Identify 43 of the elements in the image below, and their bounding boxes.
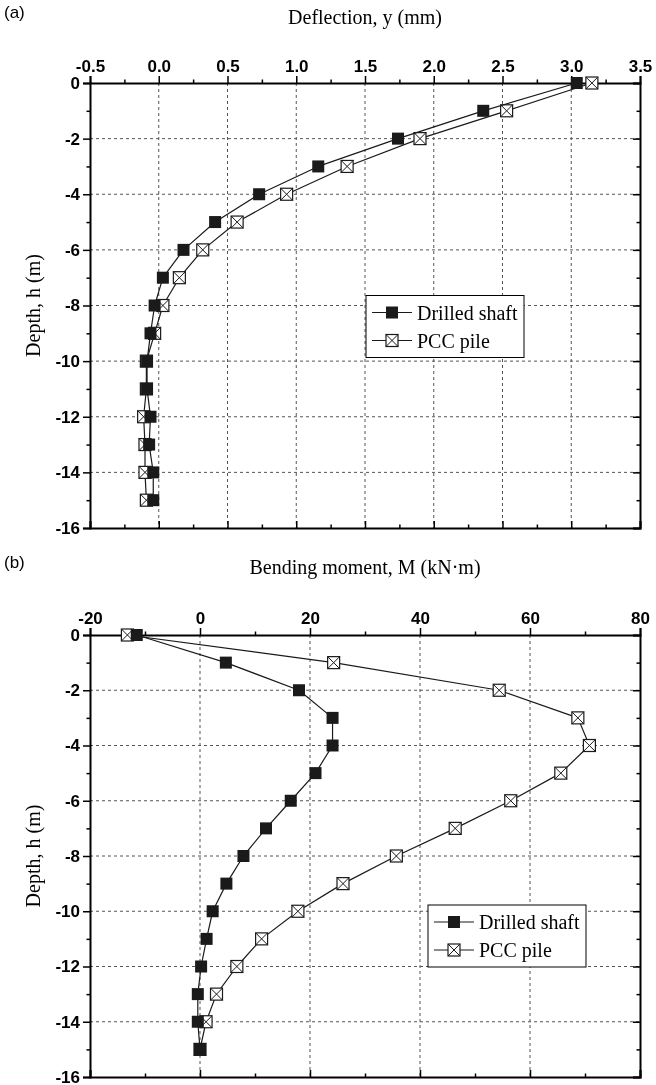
y-tick-label: -2 (64, 681, 80, 701)
text: 3.0 (559, 57, 584, 76)
x-tick-label: 0.5 (216, 57, 240, 76)
legend-label: PCC pile (479, 939, 552, 962)
y-tick-label: -10 (55, 902, 80, 922)
x-tick-label: 20 (301, 609, 320, 628)
y-tick-label: 0 (70, 73, 80, 93)
y-axis-title: Depth, h (m) (22, 254, 45, 357)
text: 0.0 (147, 57, 172, 76)
y-tick-label: -12 (55, 407, 80, 427)
text: (a) (4, 3, 25, 22)
y-tick-label: -6 (64, 791, 80, 811)
y-tick-label: -10 (55, 352, 80, 372)
x-tick-label: 3.5 (628, 57, 653, 76)
legend-label: Drilled shaft (417, 301, 518, 324)
x-tick-label: 0 (195, 609, 206, 628)
x-tick-label: 80 (631, 609, 650, 628)
x-axis-title: Deflection, y (mm) (288, 6, 442, 29)
x-tick-label: -20 (78, 609, 103, 628)
y-tick-label: -12 (55, 957, 80, 977)
text: 1.0 (284, 57, 309, 76)
y-tick-label: -16 (55, 1067, 80, 1085)
y-tick-label: -14 (55, 463, 81, 483)
x-tick-label: 60 (521, 609, 540, 628)
y-tick-label: -8 (64, 846, 80, 866)
text: 2.0 (422, 57, 447, 76)
y-tick-label: 0 (70, 625, 80, 645)
legend-label: Drilled shaft (479, 911, 580, 933)
y-tick-label: -14 (55, 1012, 81, 1032)
text: (b) (4, 553, 25, 572)
y-axis-title: Depth, h (m) (22, 804, 45, 908)
x-tick-label: 40 (411, 609, 430, 628)
x-axis-title: Bending moment, M (kN·m) (249, 556, 481, 579)
x-tick-label: 2.5 (491, 57, 515, 76)
y-tick-label: -4 (64, 185, 81, 205)
x-tick-label: -0.5 (75, 57, 106, 76)
y-tick-label: -4 (64, 736, 81, 756)
y-tick-label: -6 (64, 240, 80, 260)
y-tick-label: -2 (64, 129, 80, 149)
legend-label: PCC pile (417, 329, 490, 353)
x-tick-label: 1.5 (353, 57, 378, 76)
y-tick-label: -16 (55, 518, 80, 538)
y-tick-label: -8 (64, 296, 80, 316)
